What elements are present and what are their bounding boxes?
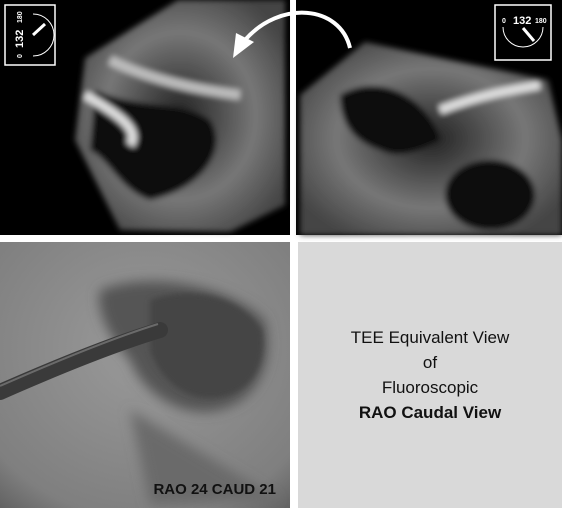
caption-line: TEE Equivalent View [351,328,510,347]
dial-min: 0 [17,54,24,58]
caption-line: of [423,353,437,372]
echo-sector [75,0,285,232]
catheter-edge [0,323,159,387]
caption-line: Fluoroscopic [382,378,479,397]
fluoro-heart [150,293,264,399]
dial-max: 180 [535,18,547,25]
dial-frame [494,4,552,61]
echo-sector [300,42,562,235]
angle-dial: 0 132 180 [4,4,56,66]
fluoro-label: RAO 24 CAUD 21 [153,481,276,498]
dial-arc [502,26,544,48]
dial-frame [4,4,56,66]
dial-max: 180 [17,11,24,23]
dial-needle [521,27,536,42]
dial-angle: 132 [14,30,26,48]
caption-bold-line: RAO Caudal View [359,403,502,422]
catheter [0,322,168,400]
dial-angle: 132 [513,15,531,27]
caption-panel [298,242,562,508]
angle-dial: 0 132 180 [494,4,552,61]
dial-min: 0 [502,18,506,25]
dial-arc [32,13,55,57]
dial-needle [31,22,47,37]
rotation-arrow [233,10,352,58]
